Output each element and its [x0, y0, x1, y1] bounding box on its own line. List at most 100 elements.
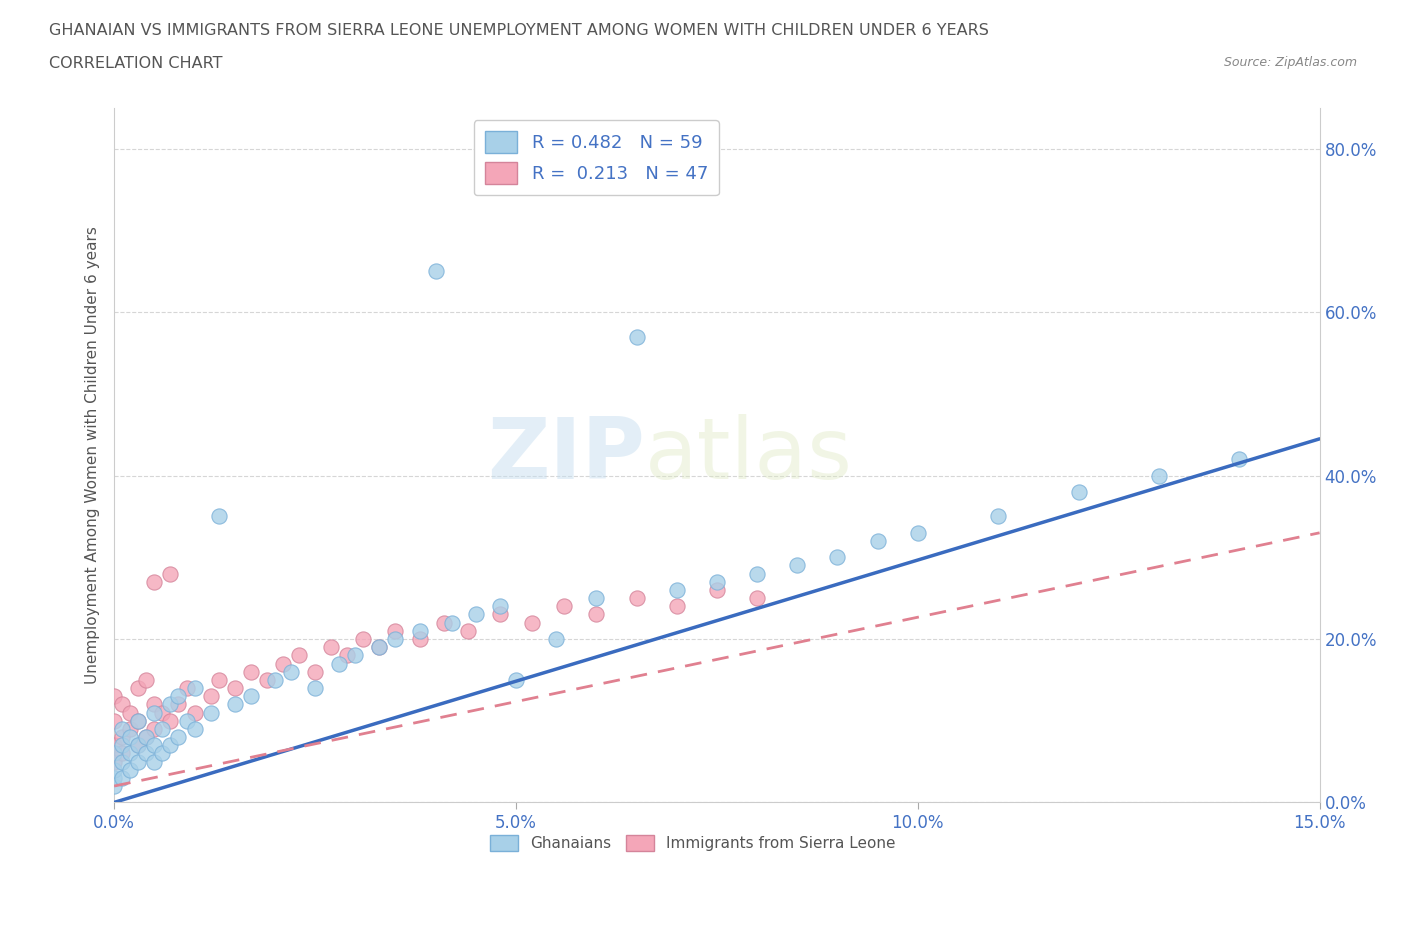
- Point: [280, 664, 302, 679]
- Point: [1227, 452, 1250, 467]
- Point: [457, 623, 479, 638]
- Point: [304, 664, 326, 679]
- Point: [103, 770, 125, 785]
- Point: [176, 681, 198, 696]
- Point: [239, 689, 262, 704]
- Point: [408, 623, 430, 638]
- Point: [626, 329, 648, 344]
- Point: [288, 648, 311, 663]
- Point: [224, 681, 246, 696]
- Point: [152, 705, 174, 720]
- Point: [745, 566, 768, 581]
- Y-axis label: Unemployment Among Women with Children Under 6 years: Unemployment Among Women with Children U…: [86, 226, 100, 684]
- Point: [200, 689, 222, 704]
- Point: [103, 737, 125, 752]
- Point: [135, 746, 157, 761]
- Point: [665, 599, 688, 614]
- Text: GHANAIAN VS IMMIGRANTS FROM SIERRA LEONE UNEMPLOYMENT AMONG WOMEN WITH CHILDREN : GHANAIAN VS IMMIGRANTS FROM SIERRA LEONE…: [49, 23, 988, 38]
- Point: [520, 616, 543, 631]
- Point: [135, 730, 157, 745]
- Point: [208, 509, 231, 524]
- Point: [425, 264, 447, 279]
- Text: ZIP: ZIP: [486, 414, 644, 497]
- Point: [384, 623, 406, 638]
- Point: [120, 730, 142, 745]
- Point: [440, 616, 463, 631]
- Point: [706, 582, 728, 597]
- Point: [103, 689, 125, 704]
- Point: [304, 681, 326, 696]
- Point: [143, 722, 166, 737]
- Point: [135, 672, 157, 687]
- Point: [827, 550, 849, 565]
- Point: [111, 722, 134, 737]
- Point: [224, 697, 246, 711]
- Point: [159, 737, 181, 752]
- Point: [120, 722, 142, 737]
- Point: [1147, 468, 1170, 483]
- Point: [127, 713, 149, 728]
- Point: [368, 640, 391, 655]
- Point: [167, 730, 190, 745]
- Point: [745, 591, 768, 605]
- Point: [546, 631, 568, 646]
- Point: [159, 713, 181, 728]
- Point: [159, 697, 181, 711]
- Point: [120, 763, 142, 777]
- Point: [120, 746, 142, 761]
- Point: [127, 737, 149, 752]
- Point: [866, 534, 889, 549]
- Point: [256, 672, 278, 687]
- Point: [489, 599, 512, 614]
- Point: [103, 746, 125, 761]
- Point: [464, 607, 486, 622]
- Point: [585, 591, 607, 605]
- Point: [167, 697, 190, 711]
- Point: [103, 763, 125, 777]
- Point: [135, 730, 157, 745]
- Text: Source: ZipAtlas.com: Source: ZipAtlas.com: [1223, 56, 1357, 69]
- Point: [665, 582, 688, 597]
- Point: [127, 754, 149, 769]
- Point: [183, 705, 205, 720]
- Point: [368, 640, 391, 655]
- Point: [111, 746, 134, 761]
- Point: [344, 648, 367, 663]
- Point: [706, 575, 728, 590]
- Point: [907, 525, 929, 540]
- Point: [384, 631, 406, 646]
- Point: [585, 607, 607, 622]
- Point: [111, 754, 134, 769]
- Point: [111, 737, 134, 752]
- Point: [239, 664, 262, 679]
- Point: [152, 746, 174, 761]
- Point: [143, 697, 166, 711]
- Point: [127, 713, 149, 728]
- Point: [111, 770, 134, 785]
- Point: [152, 722, 174, 737]
- Point: [352, 631, 374, 646]
- Point: [127, 737, 149, 752]
- Point: [183, 681, 205, 696]
- Point: [103, 713, 125, 728]
- Point: [167, 689, 190, 704]
- Point: [143, 737, 166, 752]
- Point: [143, 575, 166, 590]
- Legend: Ghanaians, Immigrants from Sierra Leone: Ghanaians, Immigrants from Sierra Leone: [484, 829, 901, 857]
- Point: [208, 672, 231, 687]
- Point: [433, 616, 456, 631]
- Point: [987, 509, 1010, 524]
- Point: [200, 705, 222, 720]
- Point: [626, 591, 648, 605]
- Point: [103, 778, 125, 793]
- Text: CORRELATION CHART: CORRELATION CHART: [49, 56, 222, 71]
- Point: [183, 722, 205, 737]
- Point: [1067, 485, 1090, 499]
- Point: [321, 640, 343, 655]
- Point: [489, 607, 512, 622]
- Point: [111, 730, 134, 745]
- Point: [336, 648, 359, 663]
- Point: [159, 566, 181, 581]
- Text: atlas: atlas: [644, 414, 852, 497]
- Point: [553, 599, 575, 614]
